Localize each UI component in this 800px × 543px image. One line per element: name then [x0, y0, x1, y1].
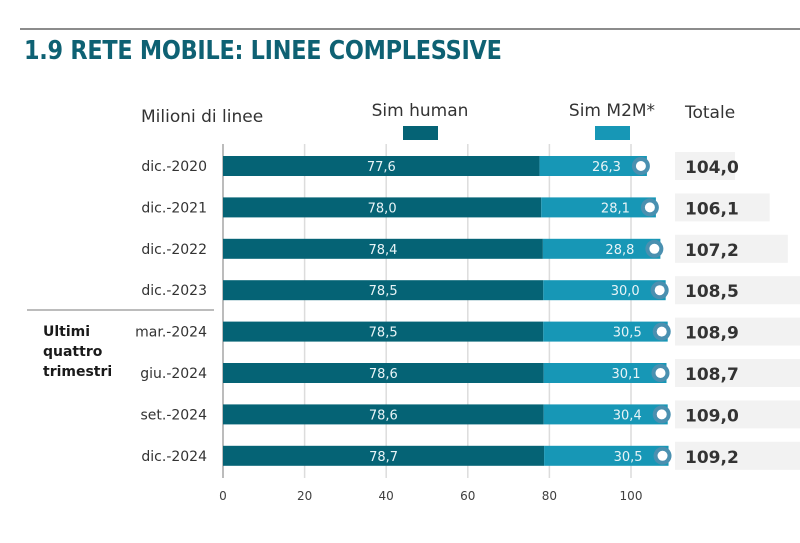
total-value-label: 107,2: [685, 241, 739, 261]
bar-sim-human: [223, 445, 545, 466]
x-tick-label: 60: [460, 489, 475, 503]
unit-label: Milioni di linee: [141, 107, 263, 127]
top-rule: [20, 28, 800, 30]
bar-value-label: 78,6: [369, 367, 398, 382]
total-box: [675, 317, 800, 346]
bar-value-label: 78,5: [369, 326, 398, 341]
bar-sim-human: [223, 321, 544, 342]
total-box: [675, 441, 800, 470]
bar-sim-m2m: [543, 321, 668, 342]
bar-sim-human: [223, 280, 544, 301]
x-tick-label: 80: [542, 489, 557, 503]
bar-value-label: 78,4: [368, 243, 397, 258]
bar-value-label: 78,0: [368, 201, 397, 216]
total-value-label: 104,0: [685, 158, 739, 178]
total-marker-dot: [657, 450, 668, 461]
category-label: set.-2024: [140, 407, 207, 423]
x-tick-label: 0: [219, 489, 227, 503]
bar-sim-m2m: [543, 280, 666, 301]
x-tick-label: 40: [379, 489, 394, 503]
total-marker-dot: [644, 202, 655, 213]
category-label: mar.-2024: [135, 325, 207, 341]
bar-value-label: 78,6: [369, 408, 398, 423]
total-box: [675, 276, 800, 305]
total-box: [675, 152, 735, 180]
total-box: [675, 400, 800, 429]
x-tick-label: 20: [297, 489, 312, 503]
category-label: dic.-2021: [141, 200, 207, 216]
bar-sim-human: [223, 197, 542, 218]
total-marker-dot: [655, 368, 666, 378]
total-marker-dot: [649, 243, 660, 254]
legend-label-sim-m2m: Sim M2M*: [569, 101, 655, 121]
bar-sim-human: [223, 156, 540, 176]
total-box: [675, 193, 770, 222]
total-marker-dot: [635, 161, 646, 171]
bar-value-label: 30,5: [613, 326, 642, 341]
total-marker-dot: [656, 409, 667, 420]
group-label-line: Ultimi: [43, 324, 90, 340]
group-label-line: quattro: [43, 344, 103, 360]
bar-value-label: 30,5: [614, 450, 643, 465]
bar-value-label: 30,0: [611, 284, 640, 299]
bars: [223, 152, 800, 470]
category-label: dic.-2020: [141, 159, 207, 175]
total-value-label: 108,5: [685, 282, 739, 302]
legend-label-sim-human: Sim human: [372, 101, 469, 121]
bar-sim-m2m: [541, 197, 656, 218]
total-box: [675, 359, 800, 387]
bar-sim-human: [223, 363, 544, 383]
category-label: dic.-2023: [141, 283, 207, 299]
bar-value-label: 28,8: [605, 243, 634, 258]
total-box: [675, 234, 788, 263]
total-value-label: 106,1: [685, 199, 739, 219]
bar-value-label: 30,4: [613, 408, 642, 423]
total-value-label: 108,7: [685, 365, 739, 385]
group-label-line: trimestri: [43, 364, 112, 380]
total-value-label: 108,9: [685, 324, 739, 344]
bar-value-label: 77,6: [367, 160, 396, 175]
bar-sim-human: [223, 238, 543, 259]
total-marker-dot: [654, 285, 665, 296]
x-tick-label: 100: [620, 489, 643, 503]
totals-header: Totale: [684, 103, 735, 123]
bar-sim-m2m: [543, 363, 667, 383]
total-value-label: 109,0: [685, 406, 739, 426]
category-label: dic.-2022: [141, 242, 207, 258]
bar-value-label: 26,3: [592, 160, 621, 175]
total-value-label: 109,2: [685, 448, 739, 468]
bar-sim-m2m: [544, 445, 669, 466]
page-title: 1.9 RETE MOBILE: LINEE COMPLESSIVE: [24, 36, 502, 66]
total-marker-dot: [656, 326, 667, 337]
bar-value-label: 28,1: [601, 201, 630, 216]
bar-value-label: 30,1: [612, 367, 641, 382]
bar-sim-m2m: [542, 238, 661, 259]
bar-value-label: 78,5: [369, 284, 398, 299]
bar-sim-human: [223, 404, 544, 425]
bar-sim-m2m: [543, 404, 668, 425]
bar-value-label: 78,7: [369, 450, 398, 465]
legend-swatch-sim-m2m: [595, 126, 630, 140]
labels: 0 20 40 60 80 100 Milioni di linee Sim human Sim…: [43, 101, 739, 503]
category-label: giu.-2024: [140, 366, 207, 382]
gridlines: [27, 144, 632, 478]
category-label: dic.-2024: [141, 449, 207, 465]
legend-swatch-sim-human: [403, 126, 438, 140]
bar-sim-m2m: [539, 156, 647, 176]
